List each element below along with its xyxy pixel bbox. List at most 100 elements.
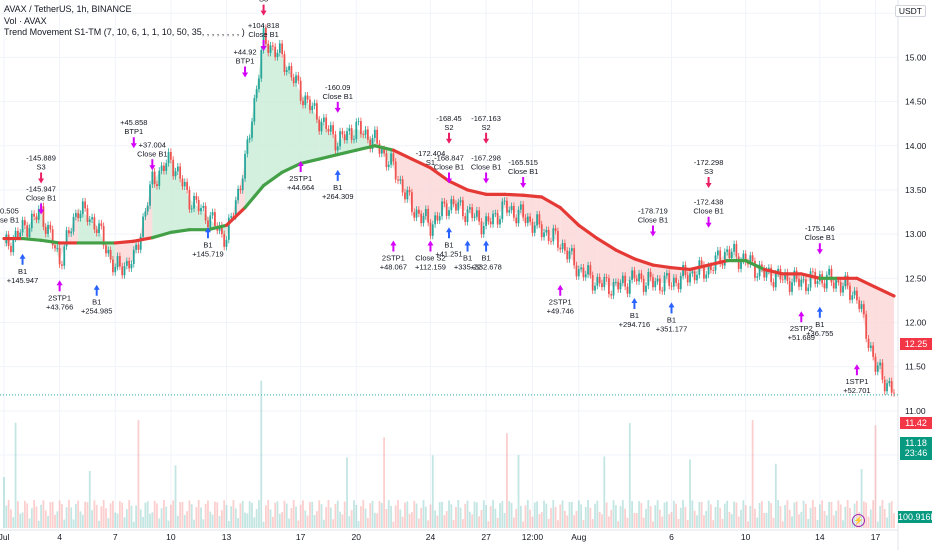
currency-label[interactable]: USDT	[894, 5, 926, 17]
volume-bar	[297, 520, 300, 528]
volume-bar	[7, 500, 10, 528]
volume-bar	[420, 507, 423, 528]
volume-bar	[506, 433, 508, 528]
candle-body	[846, 275, 849, 286]
symbol-title[interactable]: AVAX / TetherUS, 1h, BINANCE	[4, 4, 132, 14]
candle-body	[853, 290, 856, 296]
volume-bar	[411, 512, 413, 528]
volume-bar	[234, 508, 237, 528]
volume-bar	[805, 503, 807, 528]
volume-bar	[802, 500, 805, 528]
candle-body	[227, 217, 230, 240]
signal-annotation: 2STP2+51.689	[788, 311, 815, 342]
signal-annotation: B1+41.251	[435, 227, 463, 258]
candle-body	[26, 225, 29, 237]
candle-body	[842, 286, 844, 293]
annotation-label: +112.159	[415, 263, 446, 272]
trend-line-segment	[855, 276, 878, 289]
price-tick-label: 14.00	[905, 141, 927, 151]
volume-bar	[70, 507, 73, 528]
annotation-label: B1	[18, 267, 27, 276]
volume-bar	[362, 500, 365, 528]
candle-body	[23, 220, 26, 226]
candle-body	[594, 285, 596, 291]
candle-body	[893, 392, 895, 394]
price-badge-trend: 12.25	[900, 338, 932, 350]
signal-annotation: 2STP1+48.067	[380, 240, 407, 272]
volume-bar	[596, 500, 599, 528]
volume-bar	[79, 511, 82, 528]
candle-body	[364, 129, 367, 135]
volume-bar	[450, 504, 453, 528]
volume-bar	[77, 500, 80, 528]
annotation-label: +51.689	[788, 333, 815, 342]
trend-line-segment	[614, 248, 637, 261]
candle-body	[436, 215, 439, 221]
volume-bar	[146, 501, 149, 528]
volume-bar	[135, 505, 138, 528]
candle-body	[123, 265, 126, 276]
candle-body	[285, 70, 288, 72]
sell-arrow-icon	[520, 176, 527, 188]
volume-bar	[283, 500, 286, 528]
candle-body	[19, 232, 22, 237]
trend-line-segment	[39, 238, 62, 245]
candle-body	[12, 238, 15, 253]
volume-bar	[624, 508, 627, 528]
volume-bar	[499, 503, 501, 528]
grid-lines	[0, 0, 898, 528]
candle-body	[220, 225, 223, 235]
volume-bar	[737, 516, 740, 528]
candle-body	[890, 381, 893, 393]
candle-body	[267, 43, 270, 53]
annotation-label: Close B1	[638, 216, 668, 225]
volume-bar	[545, 503, 548, 528]
volume-bar	[816, 520, 819, 528]
sell-arrow-icon	[446, 132, 452, 144]
candle-body	[394, 161, 397, 180]
volume-bar	[431, 455, 434, 528]
volume-bar	[132, 521, 135, 528]
volume-bar	[563, 510, 566, 528]
candle-body	[144, 211, 147, 217]
annotation-label: -168.45	[436, 114, 461, 123]
candle-body	[612, 281, 615, 296]
volume-bar	[40, 504, 42, 528]
flash-icon[interactable]: ⚡	[852, 514, 865, 527]
volume-bar	[216, 502, 219, 528]
volume-bar	[130, 505, 133, 528]
annotation-label: Close B1	[434, 163, 464, 172]
candle-body	[327, 128, 330, 132]
volume-bar	[529, 509, 532, 528]
candle-body	[506, 200, 508, 213]
volume-bar	[821, 500, 824, 528]
time-tick-label: Jul	[0, 532, 10, 542]
signal-annotation: B1+332.678	[470, 240, 502, 272]
sell-arrow-icon	[38, 203, 45, 215]
indicator-legend[interactable]: Trend Movement S1-TM (7, 10, 6, 1, 1, 10…	[4, 27, 245, 37]
candle-body	[631, 270, 633, 280]
volume-legend[interactable]: Vol · AVAX	[4, 15, 47, 26]
candle-body	[691, 271, 694, 274]
buy-arrow-icon	[557, 284, 564, 296]
trend-line-segment	[299, 157, 321, 166]
volume-bar	[654, 505, 657, 528]
candle-body	[408, 190, 411, 193]
volume-bar	[253, 517, 256, 528]
volume-bar	[251, 502, 253, 528]
time-tick-label: 27	[481, 532, 491, 542]
candle-body	[67, 230, 70, 234]
volume-bar	[376, 513, 379, 528]
price-tick-label: 12.50	[905, 273, 927, 283]
trend-line-segment	[428, 166, 451, 183]
volume-bar	[631, 501, 633, 528]
sell-arrow-icon	[130, 137, 137, 149]
candle-body	[404, 192, 406, 200]
annotation-label: +45.858	[120, 118, 147, 127]
volume-bar	[712, 520, 715, 528]
candle-body	[805, 279, 807, 291]
